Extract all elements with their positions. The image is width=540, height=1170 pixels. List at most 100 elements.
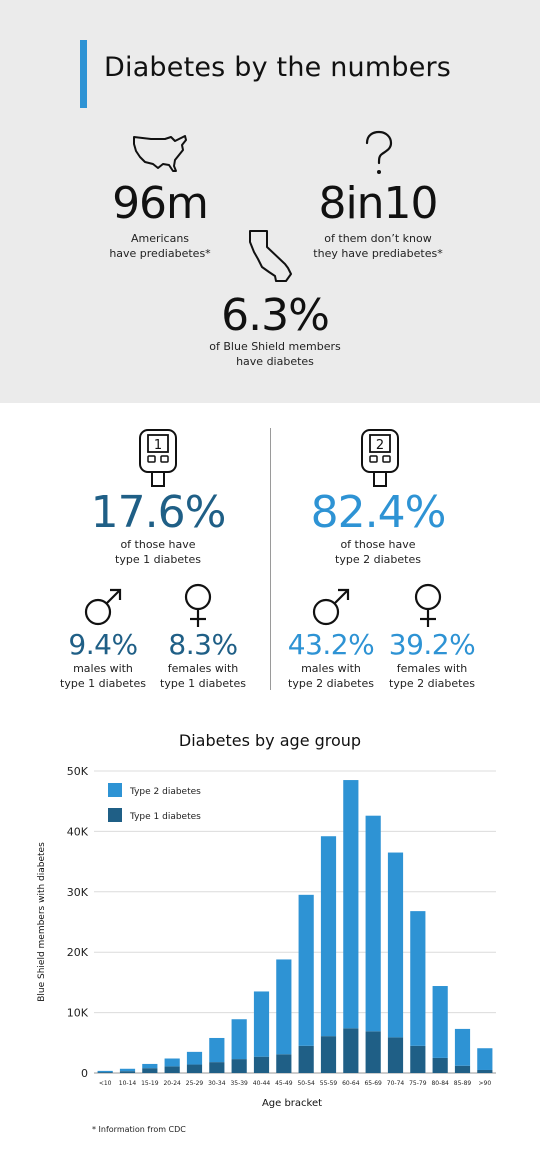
bar-type2 — [209, 1037, 225, 1063]
stat-members-value: 6.3% — [221, 290, 330, 341]
bar-type2 — [231, 1019, 247, 1060]
type1-share-caption: of those have type 1 diabetes — [115, 538, 201, 566]
x-axis-label: Age bracket — [262, 1098, 322, 1109]
title-accent-bar — [80, 40, 87, 108]
bar-type2 — [253, 991, 270, 1057]
bar-type2 — [320, 836, 337, 1037]
type1-females-value: 8.3% — [168, 628, 238, 661]
x-tick-label: 30-34 — [208, 1080, 226, 1087]
bar-type1 — [298, 1045, 314, 1073]
bar-type2 — [164, 1058, 180, 1067]
bar-type2 — [298, 894, 314, 1046]
bar-type1 — [231, 1059, 247, 1073]
svg-text:1: 1 — [154, 438, 162, 453]
x-tick-label: 65-69 — [364, 1080, 382, 1087]
bar-type2 — [343, 780, 359, 1029]
glucose-meter-icon: 2 — [361, 429, 399, 487]
y-tick-label: 0 — [81, 1067, 88, 1080]
type2-share-caption: of those have type 2 diabetes — [335, 538, 421, 566]
x-tick-label: 10-14 — [119, 1080, 137, 1087]
type2-males-caption: males with type 2 diabetes — [288, 662, 374, 690]
y-tick-label: 50K — [67, 765, 89, 778]
type1-males-value: 9.4% — [68, 628, 138, 661]
stat-unaware-value: 8in10 — [318, 178, 438, 229]
x-tick-label: 40-44 — [253, 1080, 271, 1087]
bar-type1 — [410, 1045, 426, 1073]
bar-type2 — [365, 815, 381, 1032]
male-symbol-icon — [312, 588, 350, 626]
bar-type2 — [454, 1028, 471, 1066]
y-tick-label: 10K — [67, 1007, 89, 1020]
female-symbol-icon — [414, 583, 442, 627]
type1-males-caption: males with type 1 diabetes — [60, 662, 146, 690]
stat-prediabetes-caption: Americans have prediabetes* — [109, 232, 211, 260]
summary-panel — [0, 0, 540, 403]
svg-text:2: 2 — [376, 438, 384, 453]
legend-swatch — [108, 808, 122, 822]
stat-prediabetes-value: 96m — [112, 178, 209, 229]
age-group-chart: 0 10K 20K 30K 40K 50K <10 10-14 15-19 20-24 25-29 3… — [37, 765, 496, 1109]
glucose-meter-icon: 1 — [139, 429, 177, 487]
x-tick-label: 75-79 — [409, 1080, 427, 1087]
us-map-icon — [133, 135, 187, 172]
x-tick-label: 85-89 — [454, 1080, 472, 1087]
bar-type1 — [119, 1071, 136, 1073]
bar-type2 — [477, 1048, 493, 1070]
x-tick-label: >90 — [478, 1080, 491, 1087]
bar-type2 — [432, 986, 448, 1058]
male-symbol-icon — [84, 588, 122, 626]
type1-share-value: 17.6% — [90, 487, 227, 538]
bar-type2 — [410, 911, 426, 1046]
bar-type1 — [253, 1056, 270, 1073]
bar-type1 — [320, 1036, 337, 1073]
bar-type2 — [276, 959, 292, 1055]
x-tick-label: 60-64 — [342, 1080, 360, 1087]
type1-females-caption: females with type 1 diabetes — [160, 662, 246, 690]
stat-members-caption: of Blue Shield members have diabetes — [209, 340, 341, 368]
x-tick-label: 80-84 — [431, 1080, 449, 1087]
bar-type1 — [454, 1065, 471, 1073]
bar-type1 — [477, 1069, 493, 1073]
type2-share-value: 82.4% — [310, 487, 447, 538]
legend-label: Type 1 diabetes — [129, 812, 201, 822]
y-axis-label: Blue Shield members with diabetes — [37, 842, 47, 1002]
x-tick-label: 25-29 — [186, 1080, 204, 1087]
footnote: * Information from CDC — [92, 1125, 186, 1134]
legend-label: Type 2 diabetes — [129, 787, 201, 797]
type2-males-value: 43.2% — [287, 628, 375, 661]
chart-title: Diabetes by age group — [178, 731, 362, 750]
female-symbol-icon — [184, 583, 212, 627]
bar-type1 — [97, 1072, 113, 1073]
bar-type2 — [119, 1068, 136, 1072]
bar-type1 — [276, 1054, 292, 1073]
stat-unaware-caption: of them don’t know they have prediabetes… — [313, 232, 443, 260]
y-tick-label: 40K — [67, 825, 89, 838]
bar-type1 — [164, 1066, 180, 1073]
x-tick-label: 70-74 — [387, 1080, 405, 1087]
bar-type1 — [209, 1062, 225, 1073]
y-tick-label: 20K — [67, 946, 89, 959]
type2-females-caption: females with type 2 diabetes — [389, 662, 475, 690]
x-tick-label: 20-24 — [163, 1080, 181, 1087]
bar-type2 — [97, 1070, 113, 1073]
x-tick-label: 15-19 — [141, 1080, 159, 1087]
x-tick-label: 55-59 — [320, 1080, 338, 1087]
bar-type2 — [387, 852, 404, 1038]
bar-type2 — [186, 1051, 203, 1065]
x-tick-label: 45-49 — [275, 1080, 293, 1087]
bar-type2 — [142, 1063, 158, 1069]
y-tick-label: 30K — [67, 886, 89, 899]
page-title: Diabetes by the numbers — [104, 52, 452, 83]
bar-type1 — [432, 1057, 448, 1073]
legend-swatch — [108, 783, 122, 797]
x-tick-label: 35-39 — [230, 1080, 248, 1087]
bar-type1 — [365, 1031, 381, 1073]
type2-females-value: 39.2% — [388, 628, 476, 661]
bar-type1 — [186, 1064, 203, 1073]
question-mark-icon — [365, 130, 393, 174]
type-divider — [270, 428, 271, 690]
bar-type1 — [387, 1037, 404, 1073]
california-icon — [249, 230, 292, 282]
bar-type1 — [343, 1028, 359, 1073]
x-tick-label: 50-54 — [297, 1080, 315, 1087]
